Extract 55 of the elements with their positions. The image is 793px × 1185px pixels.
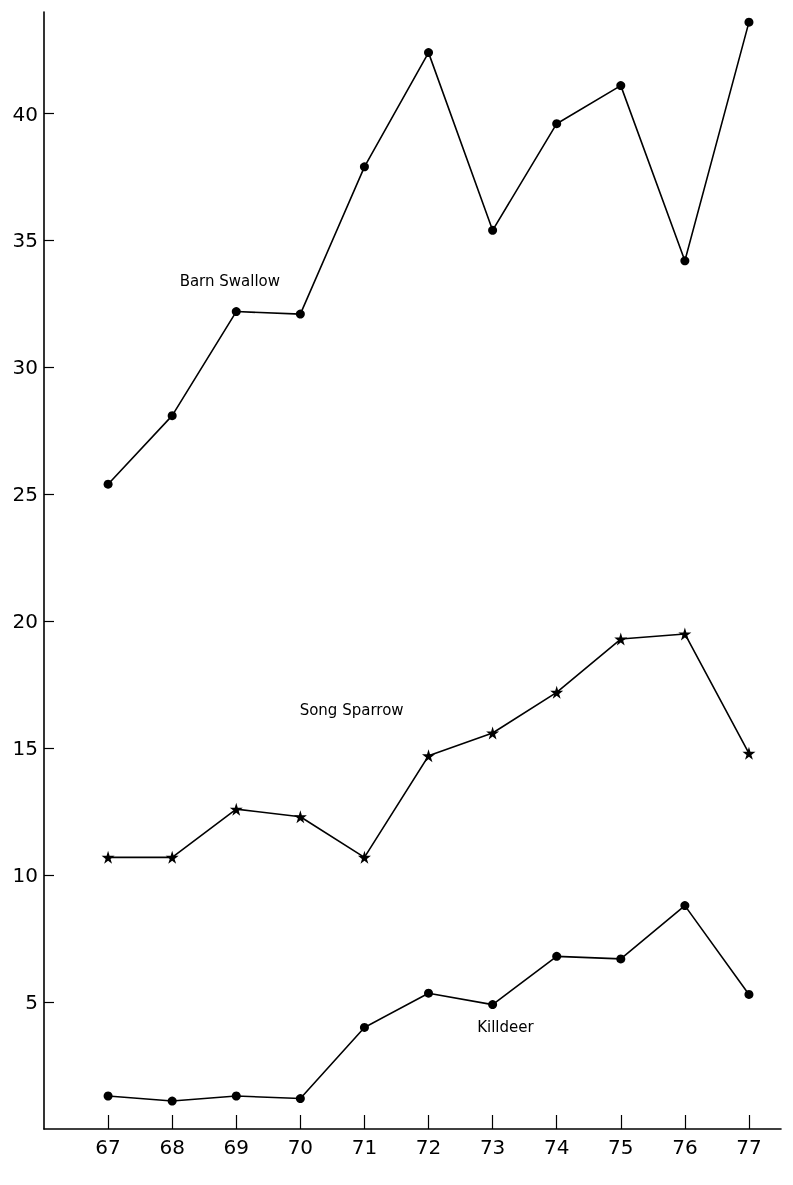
point: [616, 954, 626, 964]
point: [550, 685, 564, 699]
point: [552, 119, 562, 129]
y-tick-label: 10: [12, 863, 38, 888]
point: [424, 988, 434, 998]
point: [295, 1094, 305, 1104]
point: [359, 162, 369, 172]
point: [359, 1022, 369, 1032]
point: [293, 810, 307, 824]
point: [167, 411, 177, 421]
point: [488, 1000, 498, 1010]
point: [167, 1096, 177, 1106]
x-tick-label: 75: [608, 1135, 634, 1159]
y-tick-label: 15: [12, 736, 38, 761]
point: [357, 850, 371, 864]
y-tick-label: 5: [25, 990, 38, 1015]
y-tick-label: 35: [12, 228, 38, 253]
point: [486, 726, 500, 740]
point: [744, 17, 754, 27]
y-tick-label: 25: [12, 482, 38, 507]
x-tick-label: 67: [95, 1135, 121, 1159]
x-tick-label: 74: [543, 1135, 570, 1159]
point: [424, 48, 434, 58]
point: [231, 307, 241, 317]
x-tick-label: 70: [287, 1135, 314, 1159]
text: Song Sparrow: [299, 701, 404, 720]
x-tick-label: 69: [223, 1135, 249, 1159]
point: [295, 309, 305, 319]
point: [229, 802, 243, 816]
point: [616, 81, 626, 91]
point: [680, 901, 690, 911]
point: [744, 989, 754, 999]
point: [552, 951, 562, 961]
point: [103, 1091, 113, 1101]
point: [101, 850, 115, 864]
series-label: Killdeer: [477, 1018, 535, 1037]
point: [488, 225, 498, 235]
point: [422, 749, 436, 763]
point: [165, 850, 179, 864]
point: [614, 632, 628, 646]
x-tick-label: 76: [672, 1135, 698, 1159]
y-tick-label: 20: [12, 609, 38, 634]
point: [103, 479, 113, 489]
y-tick-label: 30: [12, 355, 38, 380]
point: [231, 1091, 241, 1101]
x-tick-label: 68: [159, 1135, 185, 1159]
series-label: Barn Swallow: [179, 272, 281, 291]
x-tick-label: 71: [351, 1135, 378, 1159]
point: [742, 746, 756, 760]
x-tick-label: 72: [415, 1135, 442, 1159]
x-tick-label: 77: [736, 1135, 762, 1159]
point: [680, 256, 690, 266]
point: [678, 627, 692, 641]
x-tick-label: 73: [479, 1135, 506, 1159]
y-tick-label: 40: [12, 101, 38, 126]
